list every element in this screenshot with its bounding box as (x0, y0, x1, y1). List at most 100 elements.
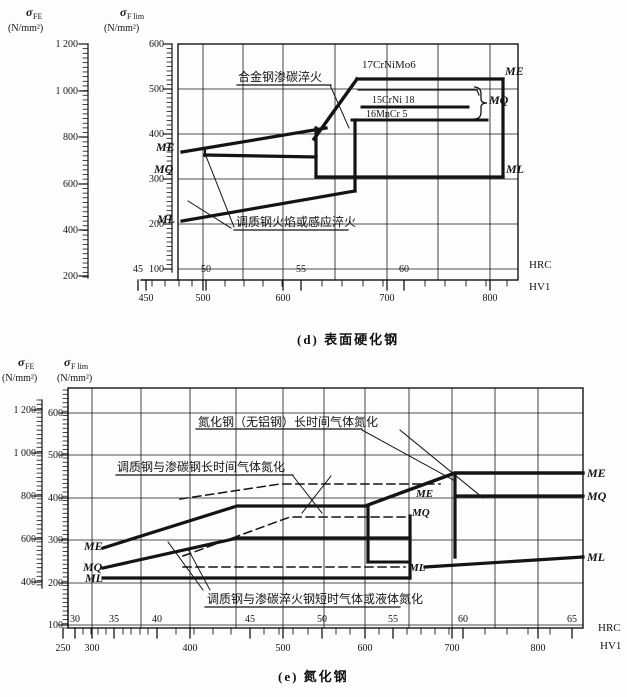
chart-e-lines (100, 428, 585, 608)
chart-e-label: σ (64, 355, 71, 369)
chart-e-label: 300 (85, 643, 100, 654)
chart-e-label: 40 (152, 614, 162, 625)
chart-e-label: 500 (48, 450, 63, 461)
chart-e-label: 55 (388, 614, 398, 625)
qt-ml-line (180, 189, 357, 223)
chart-d-caption: (d) 表面硬化钢 (297, 332, 400, 347)
chart-d-x-axis-ticks (137, 279, 508, 291)
chart-e-label: 1 200 (14, 405, 37, 416)
qtlong-me-line (100, 504, 370, 551)
chart-e-label: 600 (358, 643, 373, 654)
chart-e-label: 氮化钢（无铝钢）长时间气体氮化 (198, 414, 378, 429)
chart-e-label: ML (586, 550, 605, 564)
chart-d-label: 800 (63, 132, 78, 143)
chart-e-label: 35 (109, 614, 119, 625)
chart-d-label: 700 (380, 293, 395, 304)
chart-d-label: 600 (276, 293, 291, 304)
chart-d-label: 800 (483, 293, 498, 304)
chart-e-label: 600 (48, 408, 63, 419)
chart-d-label: 调质钢火焰或感应淬火 (236, 214, 356, 229)
box-17crnimo6-bottom (357, 89, 480, 96)
chart-e-label: 1 000 (14, 448, 37, 459)
shorttime-mq-dashed (182, 516, 406, 557)
chart-e-y-ruler-1 (59, 389, 69, 629)
chart-d-label: HV1 (529, 281, 550, 293)
chart-d-label: σ (120, 5, 127, 19)
chart-d-label: MQ (153, 162, 174, 176)
chart-d-label: F lim (127, 12, 145, 21)
chart-d-label: MQ (488, 93, 509, 107)
chart-d-y-ruler-0 (78, 43, 89, 279)
chart-d-label: ML (156, 212, 175, 226)
leader-alloy-label (329, 84, 350, 129)
chart-e-label: σ (18, 355, 25, 369)
leader-nitride-1 (361, 429, 456, 482)
leader-nitride-2 (399, 429, 484, 499)
chart-e-label: MQ (411, 507, 430, 519)
chart-e-label: FE (25, 362, 34, 371)
chart-e-label: 700 (445, 643, 460, 654)
chart-e-label: 65 (567, 614, 577, 625)
chart-d-label: 100 (149, 264, 164, 275)
carb-left-edge (311, 76, 360, 142)
leader-qt-label-1 (205, 155, 235, 228)
leader-qt-label-2 (187, 200, 232, 229)
leader-qtlong-1 (292, 475, 323, 514)
chart-d-label: FE (33, 12, 42, 21)
chart-e-label: 300 (48, 535, 63, 546)
chart-d-y-ruler-1 (163, 43, 173, 273)
chart-d-gridlines (177, 43, 519, 281)
qt-me-line (180, 126, 328, 154)
nitride-me-line (365, 471, 585, 508)
chart-d-label: 1 000 (56, 86, 79, 97)
chart-e-label: MQ (82, 560, 103, 574)
chart-d-label: 600 (63, 179, 78, 190)
chart-e-label: 500 (276, 643, 291, 654)
chart-e-label: 800 (531, 643, 546, 654)
chart-e-label: 50 (317, 614, 327, 625)
leader-shorttime-2 (187, 548, 211, 591)
chart-d-label: 45 (133, 264, 143, 275)
chart-e-label: 200 (48, 578, 63, 589)
chart-d-label: 400 (63, 225, 78, 236)
chart-e-label: 100 (48, 620, 63, 631)
chart-e-label: ML (84, 571, 103, 585)
chart-d-label: 300 (149, 174, 164, 185)
chart-d-label: ME (155, 140, 175, 154)
chart-d-lines (180, 76, 505, 231)
chart-e-label: 600 (21, 534, 36, 545)
qt-mq-line (203, 153, 318, 159)
chart-d-label: 60 (399, 264, 409, 275)
qtlong-mq-line (101, 536, 412, 570)
chart-d-label: 15CrNi 18 (372, 95, 415, 106)
chart-d-label: 400 (149, 129, 164, 140)
chart-e-label: ME (415, 488, 433, 500)
leader-shorttime-1 (167, 541, 204, 591)
chart-d-label: 55 (296, 264, 306, 275)
chart-e-label: (N/mm²) (2, 373, 37, 384)
chart-e-label: ME (586, 466, 606, 480)
chart-d-label: σ (26, 5, 33, 19)
chart-e-label: 60 (458, 614, 468, 625)
chart-e-label: ML (408, 562, 426, 574)
chart-e-label: 45 (245, 614, 255, 625)
chart-e-caption: (e) 氮化钢 (278, 669, 349, 684)
chart-e-label: 400 (21, 577, 36, 588)
chart-d-label: 600 (149, 39, 164, 50)
chart-e-label: 400 (48, 493, 63, 504)
chart-d-plot-border (177, 43, 519, 281)
chart-e-label: 400 (183, 643, 198, 654)
chart-d-label: ML (505, 162, 524, 176)
chart-d-grade-brace-0 (473, 86, 488, 120)
chart-e-label: 800 (21, 491, 36, 502)
chart-e-x-axis-ticks (62, 627, 573, 639)
chart-e-gridlines (67, 387, 584, 629)
leader-qtlong-2 (301, 475, 332, 514)
chart-e-label: 30 (70, 614, 80, 625)
chart-d-label: 500 (149, 84, 164, 95)
nitride-ml-line (423, 555, 585, 569)
chart-d-label: (N/mm²) (104, 23, 139, 34)
chart-e-label: ME (83, 539, 103, 553)
